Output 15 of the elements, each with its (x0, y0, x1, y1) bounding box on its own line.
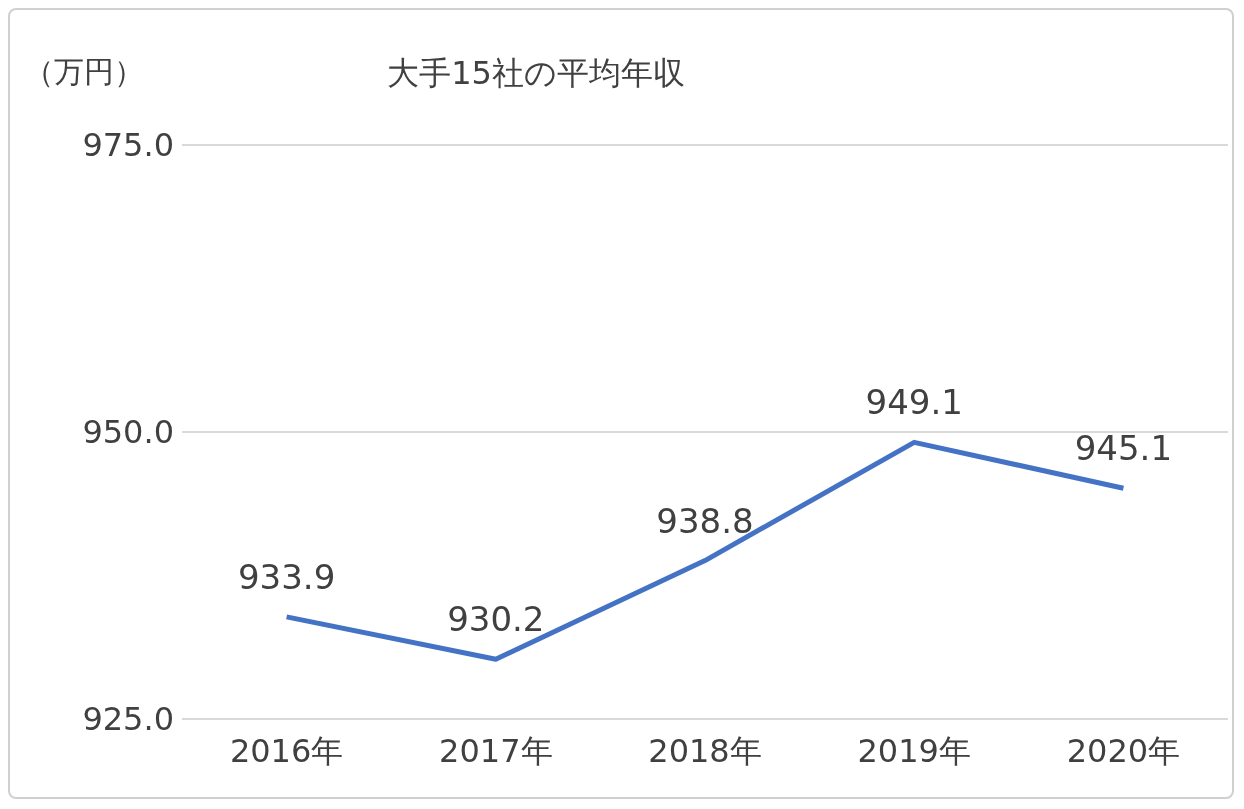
data-label: 930.2 (447, 599, 545, 640)
y-tick-label: 950.0 (82, 413, 174, 452)
y-tick-label: 975.0 (82, 126, 174, 165)
x-tick-label: 2020年 (1066, 731, 1181, 770)
data-label: 949.1 (865, 382, 963, 423)
x-tick-label: 2017年 (439, 731, 553, 770)
x-tick-label: 2016年 (229, 731, 344, 770)
x-tick-label: 2018年 (648, 731, 762, 770)
x-tick-label: 2019年 (857, 731, 971, 770)
chart-title: 大手15社の平均年収 (387, 54, 685, 92)
y-tick-label: 925.0 (82, 700, 174, 739)
data-label: 938.8 (656, 500, 754, 541)
data-label: 933.9 (237, 556, 336, 597)
y-axis-title: （万円） (24, 53, 144, 91)
data-label: 945.1 (1074, 428, 1173, 469)
